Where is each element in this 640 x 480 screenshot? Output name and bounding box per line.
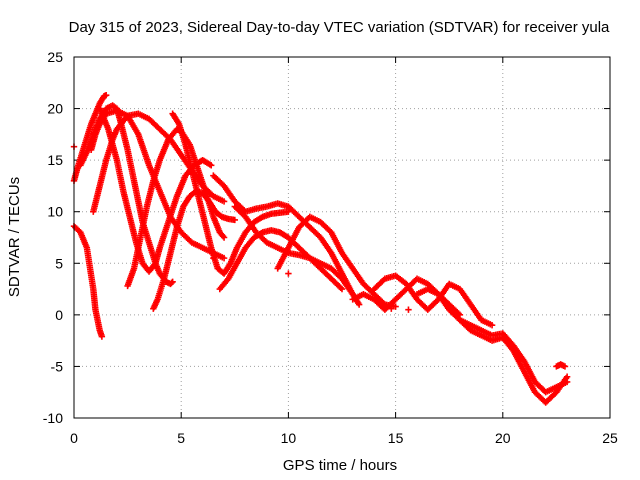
x-tick-labels: 0 5 10 15 20 25	[70, 430, 618, 446]
data-point	[168, 279, 175, 287]
y-tick-label: 20	[47, 101, 63, 117]
data-point	[231, 216, 238, 224]
data-point	[338, 285, 346, 293]
data-point	[488, 321, 496, 329]
chart-title: Day 315 of 2023, Sidereal Day-to-day VTE…	[69, 19, 610, 36]
y-axis-label: SDTVAR / TECUs	[6, 177, 23, 297]
x-tick-label: 0	[70, 430, 78, 446]
x-axis-label: GPS time / hours	[283, 457, 397, 474]
data-points	[70, 91, 571, 406]
data-point	[392, 303, 399, 310]
data-point	[388, 305, 395, 312]
data-point	[169, 278, 176, 286]
data-point	[98, 333, 106, 340]
data-point	[355, 301, 363, 308]
data-point	[208, 162, 215, 169]
data-point	[561, 363, 569, 370]
x-tick-label: 10	[281, 430, 297, 446]
data-point	[102, 91, 110, 99]
y-tick-labels: -10 -5 0 5 10 15 20 25	[43, 49, 63, 426]
plot-frame	[73, 56, 611, 419]
data-point	[220, 198, 228, 205]
y-tick-label: 5	[55, 255, 63, 271]
data-point	[405, 306, 412, 313]
x-tick-label: 25	[602, 430, 618, 446]
y-tick-label: -10	[43, 410, 63, 426]
grid-lines	[74, 57, 610, 418]
data-point	[220, 234, 228, 241]
axis-ticks	[73, 56, 611, 419]
y-tick-label: -5	[51, 358, 64, 374]
x-tick-label: 20	[495, 430, 511, 446]
x-tick-label: 15	[388, 430, 404, 446]
data-point	[219, 233, 227, 240]
data-point	[563, 378, 571, 386]
data-point	[210, 254, 217, 262]
y-tick-label: 25	[47, 49, 63, 65]
y-tick-label: 15	[47, 152, 63, 168]
data-point	[285, 270, 292, 277]
y-tick-label: 0	[55, 307, 63, 323]
data-point	[220, 254, 228, 262]
x-tick-label: 5	[177, 430, 185, 446]
y-tick-label: 10	[47, 204, 63, 220]
